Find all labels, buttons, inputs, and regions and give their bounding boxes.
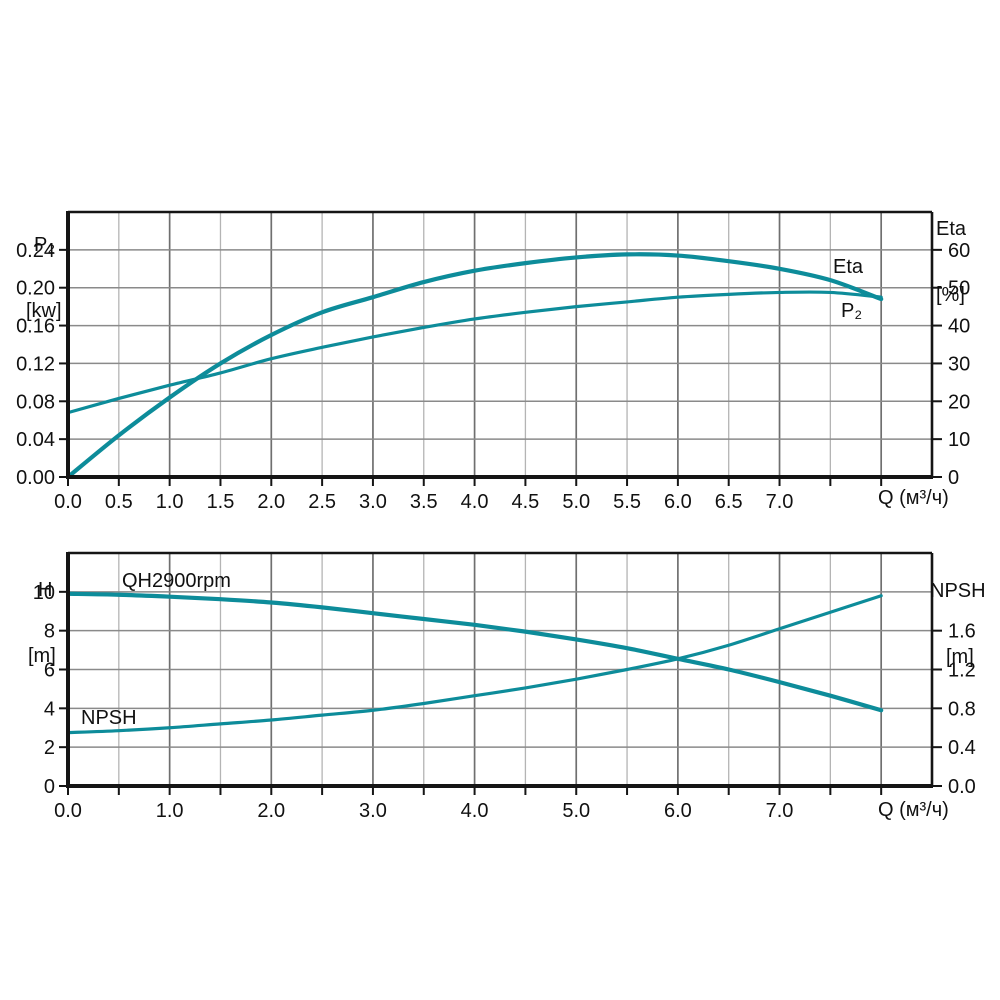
svg-text:2: 2 <box>44 737 55 759</box>
top-flow-axis-title: Q (м³/ч) <box>878 487 949 509</box>
svg-text:2.0: 2.0 <box>257 800 285 822</box>
svg-text:2.0: 2.0 <box>257 491 285 513</box>
npsh-axis-title: NPSH [m] <box>930 536 986 712</box>
svg-text:2.5: 2.5 <box>308 491 336 513</box>
svg-text:6.0: 6.0 <box>664 491 692 513</box>
svg-text:0: 0 <box>44 776 55 798</box>
svg-text:1.2: 1.2 <box>948 660 976 682</box>
svg-text:3.5: 3.5 <box>410 491 438 513</box>
head-axis-title-unit: [m] <box>28 645 56 667</box>
npsh-curve-label: NPSH <box>81 707 137 729</box>
svg-text:40: 40 <box>948 316 970 338</box>
svg-text:4.0: 4.0 <box>461 491 489 513</box>
npsh-axis-title-symbol: NPSH <box>930 580 986 602</box>
svg-text:4.0: 4.0 <box>461 800 489 822</box>
svg-text:3.0: 3.0 <box>359 491 387 513</box>
power-efficiency-series-2-curve <box>66 290 883 415</box>
p2-axis-title-symbol: P₂ <box>34 234 56 256</box>
svg-text:0.5: 0.5 <box>105 491 133 513</box>
svg-text:8: 8 <box>44 621 55 643</box>
power-efficiency-left-ticks: 0.00 0.04 0.08 0.12 0.16 0.20 0.24 <box>16 240 68 489</box>
svg-text:0.0: 0.0 <box>54 491 82 513</box>
svg-text:4.5: 4.5 <box>512 491 540 513</box>
svg-text:0.12: 0.12 <box>16 353 55 375</box>
eta-curve-label: Eta <box>833 256 864 278</box>
head-npsh-left-ticks: 0 2 4 6 8 10 <box>33 582 68 798</box>
svg-text:0.0: 0.0 <box>54 800 82 822</box>
svg-text:5.0: 5.0 <box>562 800 590 822</box>
npsh-axis-title-unit: [m] <box>946 646 974 668</box>
svg-text:0.20: 0.20 <box>16 278 55 300</box>
head-npsh-right-ticks: 0.0 0.4 0.8 1.2 1.6 <box>932 621 976 798</box>
svg-text:0.00: 0.00 <box>16 467 55 489</box>
head-npsh-chart: 0.0 1.0 2.0 3.0 4.0 5.0 6.0 7.0 0 2 4 6 8 10 0.0 0.4 0.8… <box>33 551 976 822</box>
svg-text:6: 6 <box>44 660 55 682</box>
p2-axis-title-unit: [kw] <box>26 300 62 322</box>
p2-axis-title: P₂ [kw] <box>26 190 62 366</box>
bottom-flow-axis-title: Q (м³/ч) <box>878 799 949 821</box>
power-efficiency-chart: 0.0 0.5 1.0 1.5 2.0 2.5 3.0 3.5 4.0 4.5 5.0 5.5 6.0 6… <box>16 210 970 513</box>
svg-text:30: 30 <box>948 353 970 375</box>
svg-text:7.0: 7.0 <box>766 800 794 822</box>
svg-text:10: 10 <box>33 582 55 604</box>
svg-text:1.0: 1.0 <box>156 800 184 822</box>
head-npsh-x-ticks: 0.0 1.0 2.0 3.0 4.0 5.0 6.0 7.0 <box>54 786 883 822</box>
eta-axis-title: Eta [%] <box>936 174 966 350</box>
qh-curve-label: QH2900rpm <box>122 570 231 592</box>
svg-text:0.4: 0.4 <box>948 737 976 759</box>
svg-text:20: 20 <box>948 391 970 413</box>
svg-text:0.0: 0.0 <box>948 776 976 798</box>
eta-axis-title-symbol: Eta <box>936 218 967 240</box>
svg-text:0.04: 0.04 <box>16 429 55 451</box>
power-efficiency-x-ticks: 0.0 0.5 1.0 1.5 2.0 2.5 3.0 3.5 4.0 4.5 5.0 5.5 6.0 6… <box>54 477 883 513</box>
power-efficiency-right-ticks: 0 10 20 30 40 50 60 <box>932 240 970 489</box>
svg-text:0: 0 <box>948 467 959 489</box>
svg-text:7.0: 7.0 <box>766 491 794 513</box>
svg-text:6.5: 6.5 <box>715 491 743 513</box>
head-npsh-grid-horizontal <box>68 591 932 748</box>
p2-curve-label: P₂ <box>841 300 863 322</box>
svg-text:5.5: 5.5 <box>613 491 641 513</box>
svg-text:1.0: 1.0 <box>156 491 184 513</box>
head-npsh-series-2-curve <box>66 594 883 735</box>
svg-text:1.6: 1.6 <box>948 621 976 643</box>
svg-text:3.0: 3.0 <box>359 800 387 822</box>
svg-text:4: 4 <box>44 698 55 720</box>
svg-text:0.8: 0.8 <box>948 698 976 720</box>
svg-text:50: 50 <box>948 278 970 300</box>
eta-axis-title-unit: [%] <box>936 284 965 306</box>
svg-text:0.16: 0.16 <box>16 316 55 338</box>
svg-text:6.0: 6.0 <box>664 800 692 822</box>
head-axis-title: H [m] <box>28 535 56 711</box>
svg-text:10: 10 <box>948 429 970 451</box>
power-efficiency-grid-vertical <box>118 212 883 477</box>
svg-text:60: 60 <box>948 240 970 262</box>
head-axis-title-symbol: H <box>38 579 53 601</box>
svg-text:5.0: 5.0 <box>562 491 590 513</box>
svg-text:1.5: 1.5 <box>207 491 235 513</box>
head-npsh-series-1-curve <box>65 591 884 713</box>
svg-text:0.24: 0.24 <box>16 240 55 262</box>
svg-text:0.08: 0.08 <box>16 391 55 413</box>
power-efficiency-grid-horizontal <box>68 249 932 440</box>
